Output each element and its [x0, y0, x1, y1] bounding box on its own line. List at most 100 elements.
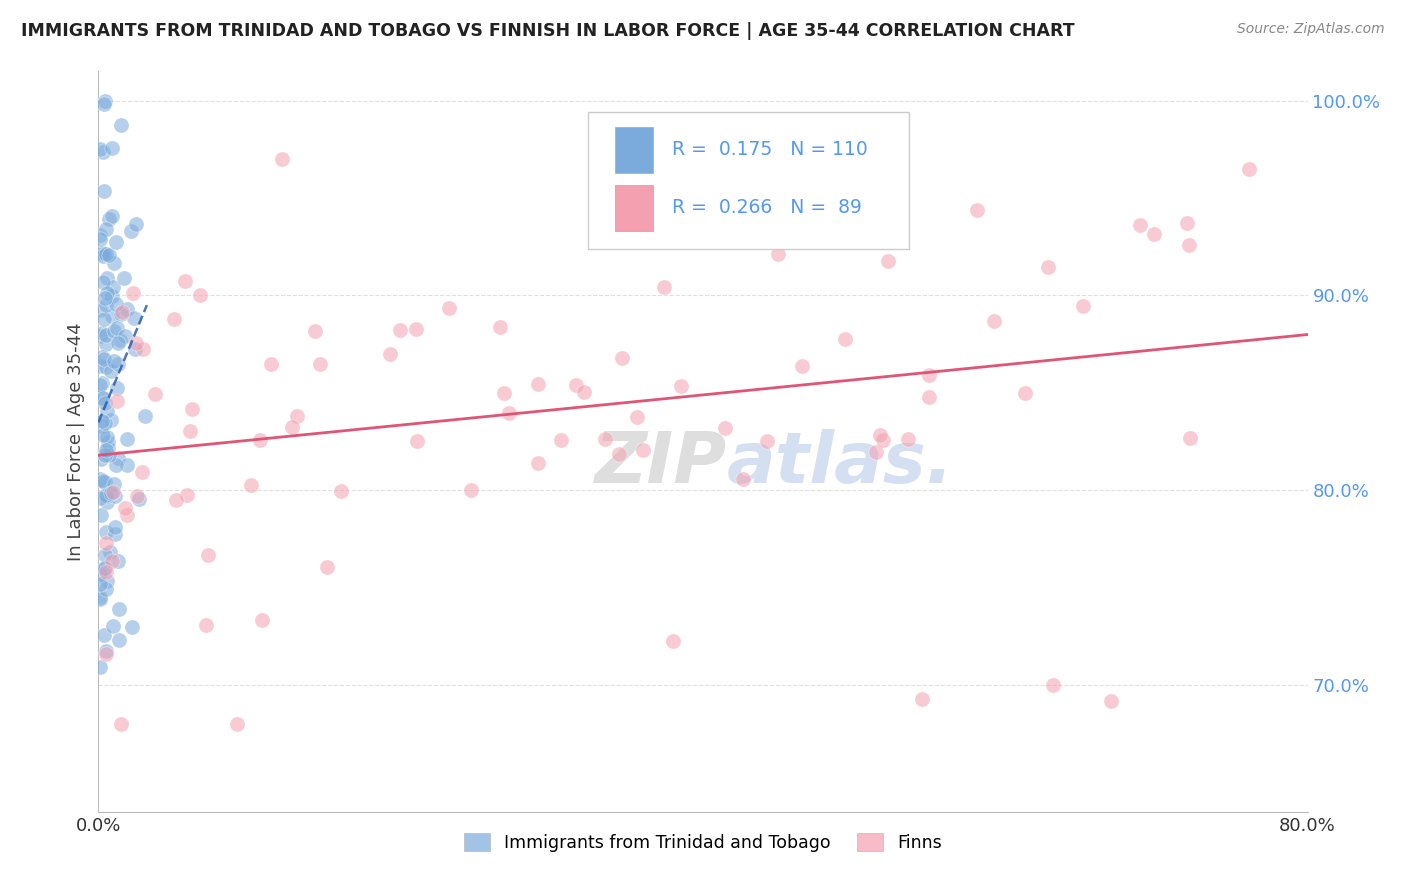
- Point: [105, 394, 128, 409]
- Point: [90, 508, 112, 522]
- Point: [91, 145, 114, 159]
- Point: [176, 488, 198, 502]
- Point: [572, 385, 595, 400]
- Point: [250, 613, 273, 627]
- Point: [107, 633, 129, 648]
- Point: [315, 559, 337, 574]
- Point: [631, 442, 654, 457]
- Point: [100, 363, 122, 377]
- Point: [94, 548, 117, 562]
- Point: [96, 488, 118, 502]
- Point: [105, 297, 128, 311]
- Point: [550, 434, 572, 448]
- Point: [91, 474, 114, 488]
- Point: [378, 346, 401, 360]
- Point: [104, 235, 127, 250]
- Point: [607, 447, 630, 461]
- Point: [527, 456, 550, 470]
- Point: [94, 565, 117, 579]
- Point: [89, 566, 111, 581]
- Point: [91, 249, 114, 263]
- Point: [94, 644, 117, 658]
- Point: [96, 222, 118, 236]
- Point: [89, 142, 111, 156]
- Point: [101, 485, 124, 500]
- Point: [91, 428, 114, 442]
- Point: [406, 434, 429, 448]
- Point: [100, 485, 122, 500]
- Point: [1014, 386, 1036, 401]
- Point: [105, 458, 128, 472]
- Point: [498, 405, 520, 419]
- Point: [89, 491, 111, 506]
- Point: [115, 508, 138, 522]
- Point: [114, 501, 136, 516]
- Point: [89, 329, 111, 343]
- Point: [309, 357, 332, 371]
- Point: [100, 413, 122, 427]
- Point: [983, 314, 1005, 328]
- Point: [101, 554, 124, 568]
- Point: [90, 376, 112, 391]
- Point: [115, 301, 138, 316]
- Point: [94, 561, 117, 575]
- Point: [96, 271, 118, 285]
- Point: [492, 386, 515, 401]
- Point: [460, 483, 482, 497]
- FancyBboxPatch shape: [588, 112, 908, 249]
- Text: IMMIGRANTS FROM TRINIDAD AND TOBAGO VS FINNISH IN LABOR FORCE | AGE 35-44 CORREL: IMMIGRANTS FROM TRINIDAD AND TOBAGO VS F…: [21, 22, 1074, 40]
- Point: [405, 322, 427, 336]
- Point: [790, 359, 813, 373]
- Point: [918, 368, 941, 383]
- Point: [117, 432, 139, 446]
- Point: [104, 490, 127, 504]
- FancyBboxPatch shape: [614, 127, 654, 173]
- Point: [89, 302, 111, 317]
- Point: [94, 582, 117, 596]
- Point: [756, 434, 779, 449]
- Point: [304, 324, 326, 338]
- Point: [94, 337, 117, 351]
- Point: [731, 472, 754, 486]
- Point: [260, 357, 283, 371]
- Point: [107, 450, 129, 465]
- Point: [93, 560, 115, 574]
- Point: [114, 329, 136, 343]
- Point: [1042, 678, 1064, 692]
- Point: [389, 323, 412, 337]
- Point: [94, 536, 117, 550]
- Point: [117, 458, 139, 472]
- Point: [112, 271, 135, 285]
- Point: [89, 660, 111, 674]
- Point: [94, 647, 117, 661]
- Point: [281, 420, 304, 434]
- Point: [330, 484, 353, 499]
- Point: [101, 280, 124, 294]
- Point: [103, 324, 125, 338]
- Point: [96, 490, 118, 504]
- Point: [96, 328, 118, 343]
- Point: [91, 326, 114, 340]
- Point: [90, 418, 112, 433]
- Point: [173, 274, 195, 288]
- Point: [94, 417, 117, 431]
- Point: [101, 209, 124, 223]
- Point: [94, 396, 117, 410]
- Point: [1178, 431, 1201, 445]
- Point: [851, 209, 873, 223]
- Point: [131, 465, 153, 479]
- Point: [107, 335, 129, 350]
- Point: [1239, 161, 1261, 176]
- Point: [1099, 694, 1122, 708]
- Point: [121, 620, 143, 634]
- Point: [94, 246, 117, 260]
- Point: [97, 442, 120, 456]
- Point: [89, 592, 111, 607]
- Point: [766, 247, 789, 261]
- Point: [104, 520, 127, 534]
- Point: [91, 414, 114, 428]
- Point: [89, 359, 111, 373]
- Point: [90, 452, 112, 467]
- Point: [143, 387, 166, 401]
- Point: [120, 224, 142, 238]
